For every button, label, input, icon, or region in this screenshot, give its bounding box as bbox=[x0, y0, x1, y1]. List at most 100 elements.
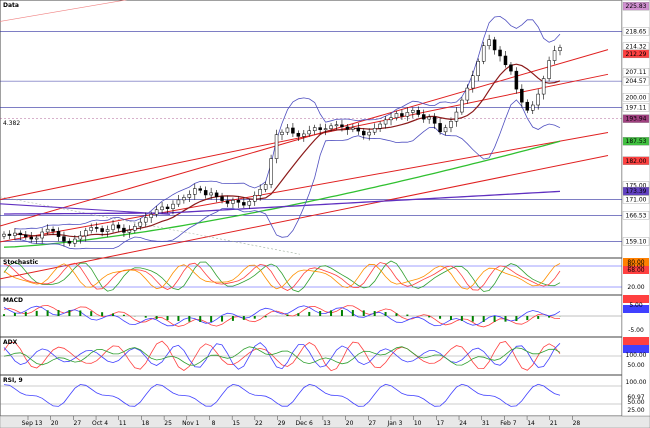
x-axis-labels: Sep 13 20 27 Oct 4 11 18 25 Nov 1 8 15 22 29 Dec 6 13… bbox=[22, 416, 580, 427]
indicator-tag bbox=[623, 337, 649, 345]
macd-histogram-bar bbox=[144, 316, 147, 318]
candle-body bbox=[171, 203, 175, 209]
candle-body bbox=[209, 192, 213, 196]
macd-histogram-bar bbox=[264, 316, 267, 318]
x-axis-label: 14 bbox=[527, 420, 535, 427]
candle-body bbox=[547, 60, 551, 79]
candle-body bbox=[122, 227, 126, 233]
candle-body bbox=[269, 158, 273, 185]
panel-rsi-frame bbox=[0, 374, 623, 417]
macd-histogram-bar bbox=[526, 316, 529, 321]
stoch-d-line bbox=[3, 262, 561, 291]
indicator-axis-label: -5.00 bbox=[628, 327, 644, 334]
macd-histogram-bar bbox=[3, 314, 5, 316]
candle-body bbox=[285, 127, 290, 133]
bollinger-lower bbox=[14, 99, 561, 250]
indicator-tag bbox=[623, 295, 649, 303]
candle-body bbox=[214, 192, 219, 197]
price-label-box bbox=[622, 237, 650, 246]
indicator-axis-label: 5.00 bbox=[629, 302, 643, 309]
indicator-axis-label: 80.00 bbox=[627, 263, 644, 270]
candlesticks bbox=[2, 34, 562, 248]
candle-body bbox=[78, 235, 83, 240]
price-label-box bbox=[622, 76, 650, 86]
macd-histogram-bar bbox=[242, 316, 245, 320]
macd-histogram-bar bbox=[340, 310, 343, 316]
candle-body bbox=[67, 240, 72, 244]
candle-body bbox=[149, 214, 153, 218]
panel-data-frame bbox=[0, 0, 623, 259]
candle-body bbox=[247, 201, 252, 206]
price-label-box bbox=[622, 93, 650, 102]
price-label-box bbox=[622, 137, 650, 146]
x-axis-label: 20 bbox=[346, 420, 354, 427]
moving-averages bbox=[0, 63, 561, 248]
x-axis-label: 15 bbox=[232, 420, 240, 427]
candle-body bbox=[84, 230, 88, 237]
candle-body bbox=[105, 229, 110, 232]
macd-histogram-bar bbox=[537, 316, 540, 319]
x-axis-label: 27 bbox=[368, 420, 376, 427]
x-axis-label: 8 bbox=[212, 420, 216, 427]
macd-histogram-bar bbox=[482, 316, 485, 322]
candle-body bbox=[18, 232, 23, 236]
candle-body bbox=[203, 190, 208, 196]
price-label-box bbox=[622, 195, 650, 204]
candle-body bbox=[476, 61, 480, 76]
macd-signal-line bbox=[3, 305, 561, 327]
macd-histogram-bar bbox=[548, 316, 551, 318]
price-label-box bbox=[622, 68, 650, 77]
candle-body bbox=[520, 88, 524, 103]
indicator-tag bbox=[623, 258, 649, 266]
candle-body bbox=[498, 49, 502, 57]
macd-histogram-bar bbox=[221, 316, 224, 322]
indicator-axis-label: 100.00 bbox=[626, 352, 647, 359]
candle-body bbox=[193, 188, 197, 195]
candle-body bbox=[558, 47, 562, 51]
x-axis-label: 22 bbox=[255, 420, 263, 427]
bollinger-upper bbox=[14, 15, 561, 230]
price-label-text: 197.11 bbox=[626, 104, 647, 111]
macd-histogram-bar bbox=[188, 316, 191, 322]
adx-minus-line bbox=[3, 342, 561, 370]
candle-body bbox=[525, 101, 530, 111]
price-label-text: 218.65 bbox=[626, 28, 647, 35]
indicator-axis-label: 100.00 bbox=[626, 379, 647, 386]
candle-body bbox=[236, 200, 241, 203]
x-axis-label: 18 bbox=[142, 420, 150, 427]
indicator-axis-label: 50.00 bbox=[627, 399, 644, 406]
macd-histogram-bar bbox=[35, 310, 38, 316]
candle-body bbox=[503, 55, 508, 66]
bollinger-bands bbox=[14, 15, 561, 250]
candle-body bbox=[372, 128, 377, 133]
x-axis-label: 27 bbox=[74, 420, 82, 427]
x-axis-label: 31 bbox=[482, 420, 490, 427]
rsi-line bbox=[3, 383, 561, 407]
candle-body bbox=[312, 127, 317, 132]
candle-body bbox=[329, 125, 333, 129]
candle-body bbox=[2, 233, 6, 237]
macd-histogram-bar bbox=[428, 316, 431, 318]
macd-histogram-bar bbox=[308, 311, 311, 316]
candle-body bbox=[100, 228, 104, 232]
candle-body bbox=[133, 226, 137, 231]
candle-body bbox=[340, 124, 344, 128]
x-axis-label: 24 bbox=[459, 420, 467, 427]
candle-body bbox=[274, 134, 279, 159]
x-axis-label: Dec 6 bbox=[296, 420, 314, 427]
candle-body bbox=[323, 128, 328, 130]
candle-body bbox=[530, 104, 535, 111]
candle-body bbox=[138, 221, 143, 227]
price-label-box bbox=[622, 27, 650, 36]
adx-line bbox=[3, 346, 561, 366]
sma-longest-line bbox=[4, 190, 561, 215]
macd-histogram-bar bbox=[471, 316, 474, 322]
macd-histogram-bar bbox=[155, 316, 158, 319]
indicator-tag bbox=[623, 345, 649, 353]
x-axis-label: Sep 13 bbox=[22, 420, 43, 427]
price-label-text: 182.00 bbox=[626, 158, 647, 165]
candle-body bbox=[116, 224, 121, 229]
candle-body bbox=[552, 50, 557, 61]
candle-body bbox=[263, 184, 268, 190]
